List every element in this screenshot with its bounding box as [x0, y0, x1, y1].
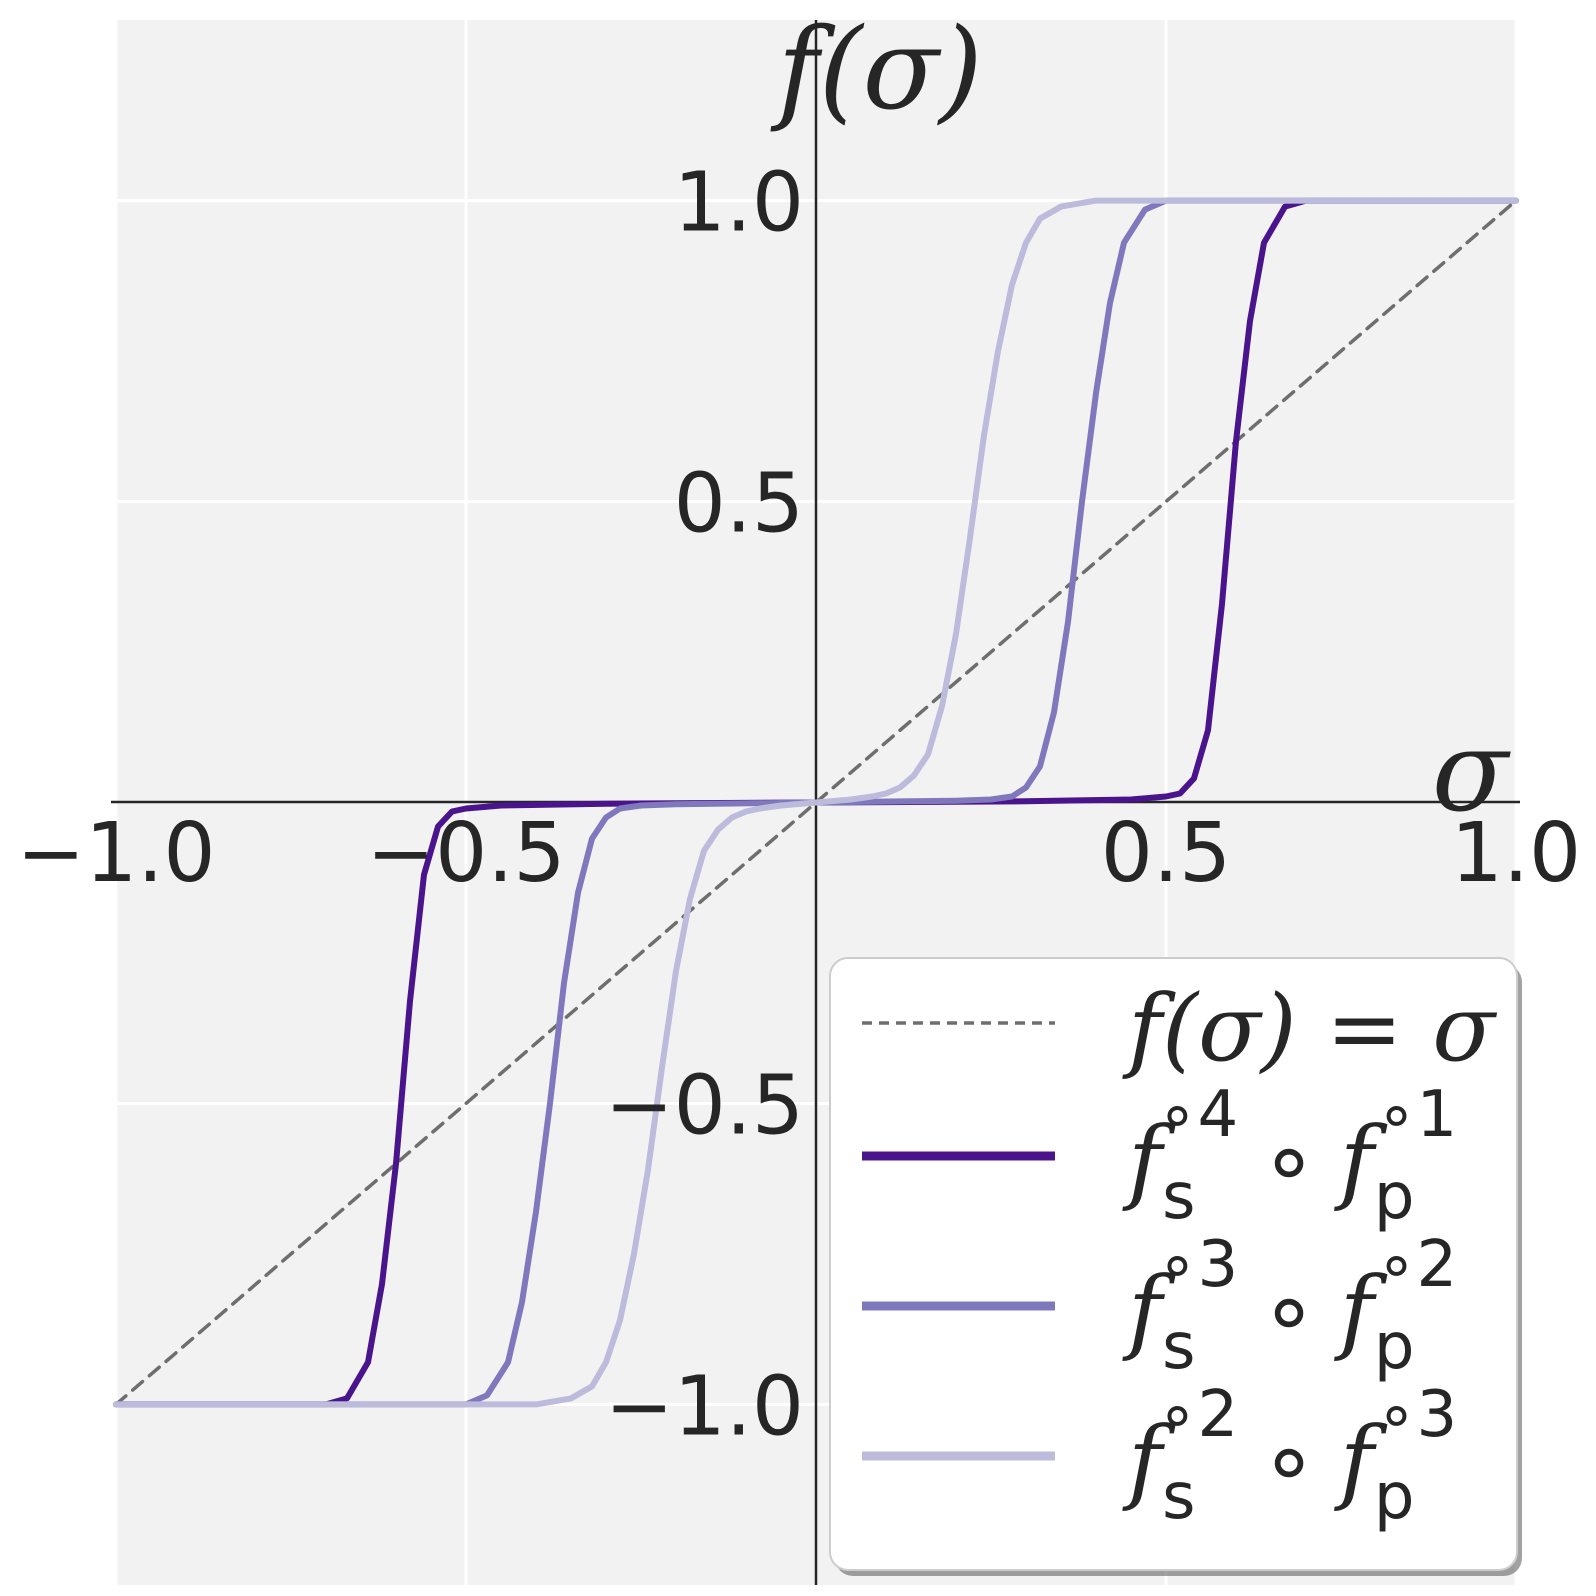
legend-sub1: s: [1162, 1310, 1195, 1384]
legend-sub2: p: [1374, 1460, 1415, 1534]
legend-op: ∘: [1260, 1107, 1318, 1214]
tick-labels: −1.0 −0.5 0.5 1.0 −1.0 −0.5 0.5 1.0: [16, 156, 1581, 1455]
legend-sup2: ∘1: [1376, 1078, 1457, 1152]
legend-sup1: ∘2: [1157, 1378, 1238, 1452]
y-axis-title: f(σ): [770, 5, 982, 135]
legend-label-fs2-fp3: fs∘2 ∘ fp∘3: [1122, 1378, 1457, 1534]
y-tick-label: 0.5: [674, 457, 804, 552]
x-axis-title: σ: [1432, 707, 1511, 837]
legend-sub2: p: [1374, 1160, 1415, 1234]
legend-op: ∘: [1260, 1407, 1318, 1514]
y-tick-label: −0.5: [605, 1058, 804, 1153]
x-tick-label: −1.0: [16, 806, 215, 901]
legend-frame: [829, 957, 1518, 1571]
legend-op: ∘: [1260, 1257, 1318, 1364]
legend-sub2: p: [1374, 1310, 1415, 1384]
legend-sub1: s: [1162, 1160, 1195, 1234]
legend: f(σ) = σ fs∘4 ∘ fp∘1 fs∘3 ∘ fp∘2 fs∘2 ∘ fp∘3: [829, 957, 1522, 1576]
x-tick-label: 1.0: [1451, 806, 1581, 901]
legend-sup1: ∘3: [1157, 1228, 1238, 1302]
legend-sup1: ∘4: [1157, 1078, 1238, 1152]
series-layer: [113, 197, 1519, 1408]
legend-label-identity: f(σ) = σ: [1122, 975, 1497, 1082]
x-tick-label: 0.5: [1101, 806, 1231, 901]
legend-label-fs4-fp1: fs∘4 ∘ fp∘1: [1122, 1078, 1457, 1234]
legend-sub1: s: [1162, 1460, 1195, 1534]
y-tick-label: −1.0: [605, 1359, 804, 1454]
x-tick-label: −0.5: [366, 806, 565, 901]
legend-label-fs3-fp2: fs∘3 ∘ fp∘2: [1122, 1228, 1457, 1384]
series-fs2-fp3: [113, 197, 1519, 1408]
y-tick-label: 1.0: [674, 156, 804, 251]
legend-sup2: ∘2: [1376, 1228, 1457, 1302]
legend-sup2: ∘3: [1376, 1378, 1457, 1452]
